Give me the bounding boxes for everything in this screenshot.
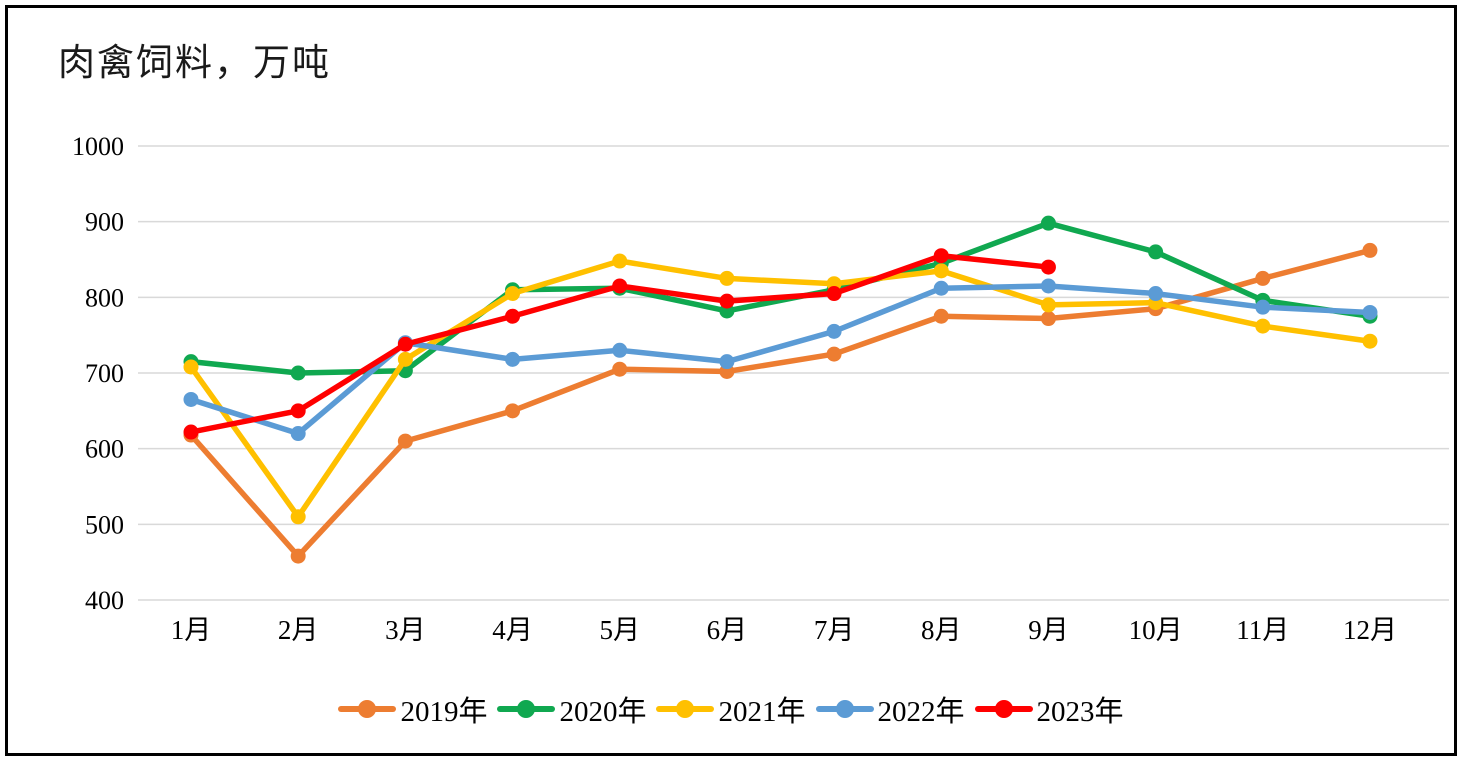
x-axis-tick-label: 2月	[278, 615, 319, 645]
y-axis-tick-label: 700	[85, 359, 124, 388]
legend-item-2021: 2021年	[656, 688, 806, 730]
series-marker-2021	[290, 509, 306, 525]
series-marker-2019	[1255, 270, 1271, 286]
series-marker-2022	[505, 351, 521, 367]
series-marker-2021	[183, 359, 199, 375]
legend-marker-icon-2023	[974, 698, 1033, 720]
series-marker-2019	[397, 433, 413, 449]
chart-frame: 肉禽饲料，万吨 400 500 600 700 800 900 1000 1月 2月 3月 4月 5月…	[5, 5, 1457, 756]
x-axis-tick-label: 3月	[385, 615, 426, 645]
series-marker-2019	[290, 548, 306, 564]
x-axis-tick-label: 12月	[1343, 615, 1397, 645]
series-marker-2021	[1255, 318, 1271, 334]
series-marker-2021	[1040, 297, 1056, 313]
legend-item-2023: 2023年	[974, 688, 1124, 730]
series-marker-2022	[612, 342, 628, 358]
series-line-2021	[188, 258, 1373, 520]
series-marker-2023	[290, 403, 306, 419]
series-marker-2023	[933, 248, 949, 264]
series-marker-2021	[505, 286, 521, 302]
series-marker-2021	[719, 270, 735, 286]
series-marker-2019	[933, 308, 949, 324]
chart-legend: 2019年 2020年 2021年 2022年 2023年	[8, 688, 1454, 730]
series-marker-2023	[826, 286, 842, 302]
legend-item-2020: 2020年	[497, 688, 646, 730]
x-axis-tick-label: 7月	[814, 615, 855, 645]
y-axis-tick-label: 500	[85, 510, 124, 539]
series-marker-2021	[397, 351, 413, 367]
legend-label-2023: 2023年	[1036, 696, 1124, 728]
series-marker-2023	[1040, 259, 1056, 275]
series-line-2020	[188, 220, 1373, 376]
y-axis-tick-label: 400	[85, 586, 124, 615]
x-axis-tick-label: 5月	[599, 615, 640, 645]
series-marker-2023	[183, 424, 199, 440]
x-axis-tick-label: 10月	[1129, 615, 1183, 645]
series-marker-2023	[397, 336, 413, 352]
x-axis-tick-label: 4月	[492, 615, 533, 645]
legend-marker-icon-2020	[497, 698, 556, 720]
x-axis-tick-label: 9月	[1028, 615, 1069, 645]
chart-title: 肉禽饲料，万吨	[58, 43, 331, 84]
series-marker-2022	[719, 354, 735, 370]
series-marker-2019	[1040, 311, 1056, 327]
series-marker-2023	[719, 293, 735, 309]
y-axis-tick-label: 900	[85, 208, 124, 237]
series-marker-2022	[1362, 304, 1378, 320]
series-marker-2023	[612, 278, 628, 294]
x-axis-tick-label: 8月	[921, 615, 962, 645]
series-marker-2022	[933, 280, 949, 296]
series-marker-2019	[505, 403, 521, 419]
legend-label-2020: 2020年	[559, 696, 647, 728]
series-marker-2021	[933, 263, 949, 279]
legend-label-2022: 2022年	[877, 696, 965, 728]
series-marker-2023	[505, 308, 521, 324]
series-marker-2021	[1362, 333, 1378, 349]
legend-marker-icon-2021	[656, 698, 715, 720]
legend-label-2021: 2021年	[718, 696, 806, 728]
legend-item-2022: 2022年	[815, 688, 965, 730]
y-axis-tick-label: 600	[85, 435, 124, 464]
x-axis-tick-label: 11月	[1236, 615, 1289, 645]
series-line-2019	[188, 247, 1373, 559]
y-axis-tick-label: 1000	[72, 132, 124, 161]
series-marker-2022	[290, 426, 306, 442]
x-axis-tick-label: 6月	[707, 615, 748, 645]
series-marker-2020	[1040, 215, 1056, 231]
series-marker-2020	[1148, 244, 1164, 260]
series-marker-2020	[290, 365, 306, 381]
legend-marker-icon-2019	[338, 698, 397, 720]
series-marker-2022	[183, 391, 199, 407]
series-marker-2022	[1255, 299, 1271, 315]
line-chart-plot: 400 500 600 700 800 900 1000 1月 2月 3月 4月 5月 6月 7月 8月 9月…	[72, 132, 1449, 645]
legend-label-2019: 2019年	[400, 696, 488, 728]
series-marker-2019	[612, 361, 628, 377]
y-axis-tick-label: 800	[85, 283, 124, 312]
series-marker-2022	[1040, 278, 1056, 294]
series-marker-2021	[612, 253, 628, 269]
series-marker-2022	[1148, 286, 1164, 302]
legend-item-2019: 2019年	[338, 688, 487, 730]
legend-marker-icon-2022	[815, 698, 874, 720]
x-axis-tick-label: 1月	[171, 615, 212, 645]
series-marker-2019	[826, 346, 842, 362]
series-marker-2019	[1362, 242, 1378, 258]
series-marker-2022	[826, 323, 842, 339]
